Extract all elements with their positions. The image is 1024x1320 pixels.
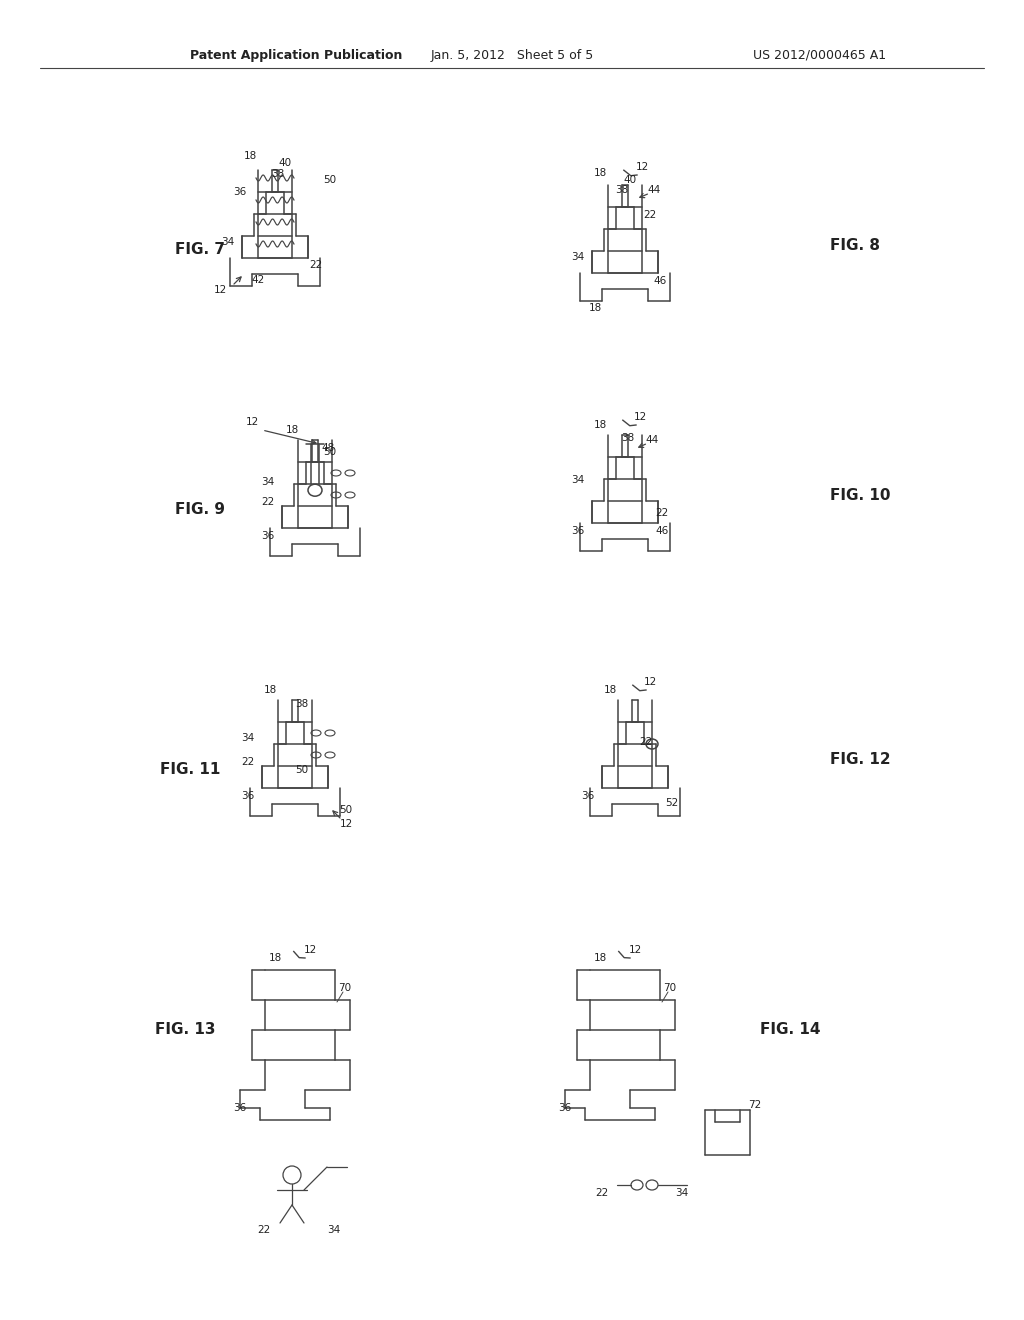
Text: 12: 12 xyxy=(246,417,259,426)
Text: 40: 40 xyxy=(279,158,292,168)
Text: 42: 42 xyxy=(251,275,264,285)
Text: 18: 18 xyxy=(593,168,606,178)
Text: FIG. 14: FIG. 14 xyxy=(760,1023,820,1038)
Text: 22: 22 xyxy=(595,1188,608,1199)
Text: 18: 18 xyxy=(589,304,602,313)
Text: 12: 12 xyxy=(643,677,656,686)
Text: Jan. 5, 2012   Sheet 5 of 5: Jan. 5, 2012 Sheet 5 of 5 xyxy=(430,49,594,62)
Text: 34: 34 xyxy=(676,1188,688,1199)
Text: 12: 12 xyxy=(303,945,316,954)
Text: 18: 18 xyxy=(593,953,606,964)
Text: 34: 34 xyxy=(328,1225,341,1236)
Text: 38: 38 xyxy=(615,185,629,195)
Text: 22: 22 xyxy=(655,508,669,517)
Text: 50: 50 xyxy=(324,176,337,185)
Text: 50: 50 xyxy=(324,447,337,457)
Text: 72: 72 xyxy=(749,1100,762,1110)
Text: FIG. 9: FIG. 9 xyxy=(175,503,225,517)
Text: FIG. 11: FIG. 11 xyxy=(160,763,220,777)
Text: 34: 34 xyxy=(242,733,255,743)
Text: 22: 22 xyxy=(261,498,274,507)
Text: 18: 18 xyxy=(593,420,606,430)
Text: 36: 36 xyxy=(242,791,255,801)
Text: 70: 70 xyxy=(664,983,677,993)
Text: FIG. 13: FIG. 13 xyxy=(155,1023,215,1038)
Text: 36: 36 xyxy=(233,1104,247,1113)
Text: 70: 70 xyxy=(339,983,351,993)
Text: 44: 44 xyxy=(647,185,660,195)
Text: Patent Application Publication: Patent Application Publication xyxy=(190,49,402,62)
Text: 18: 18 xyxy=(603,685,616,696)
Text: 36: 36 xyxy=(558,1104,571,1113)
Text: 38: 38 xyxy=(295,700,308,709)
Text: 36: 36 xyxy=(571,525,585,536)
Text: 18: 18 xyxy=(286,425,299,436)
Text: 36: 36 xyxy=(582,791,595,801)
Text: 18: 18 xyxy=(244,150,257,161)
Text: 12: 12 xyxy=(339,818,352,829)
Text: 18: 18 xyxy=(268,953,282,964)
Text: 44: 44 xyxy=(645,436,658,445)
Text: 38: 38 xyxy=(622,433,635,444)
Text: 22: 22 xyxy=(257,1225,270,1236)
Text: 22: 22 xyxy=(643,210,656,220)
Text: 22: 22 xyxy=(242,756,255,767)
Text: 52: 52 xyxy=(666,799,679,808)
Text: 50: 50 xyxy=(339,805,352,814)
Text: 34: 34 xyxy=(571,252,585,261)
Text: 50: 50 xyxy=(296,766,308,775)
Text: 46: 46 xyxy=(655,525,669,536)
Text: FIG. 8: FIG. 8 xyxy=(830,238,880,252)
Text: 46: 46 xyxy=(653,276,667,286)
Text: 12: 12 xyxy=(635,162,648,172)
Text: 12: 12 xyxy=(629,945,642,954)
Text: 36: 36 xyxy=(261,531,274,541)
Text: 34: 34 xyxy=(221,238,234,247)
Text: 48: 48 xyxy=(322,444,335,453)
Text: US 2012/0000465 A1: US 2012/0000465 A1 xyxy=(754,49,887,62)
Text: 34: 34 xyxy=(571,475,585,484)
Text: 22: 22 xyxy=(309,260,323,271)
Text: 22: 22 xyxy=(639,737,652,747)
Text: FIG. 12: FIG. 12 xyxy=(830,752,891,767)
Text: FIG. 7: FIG. 7 xyxy=(175,243,225,257)
Text: 12: 12 xyxy=(213,285,226,294)
Text: FIG. 10: FIG. 10 xyxy=(830,487,891,503)
Text: 38: 38 xyxy=(271,169,285,180)
Text: 18: 18 xyxy=(263,685,276,696)
Text: 36: 36 xyxy=(233,187,247,197)
Text: 12: 12 xyxy=(634,412,646,422)
Text: 40: 40 xyxy=(624,176,637,185)
Text: 34: 34 xyxy=(261,477,274,487)
